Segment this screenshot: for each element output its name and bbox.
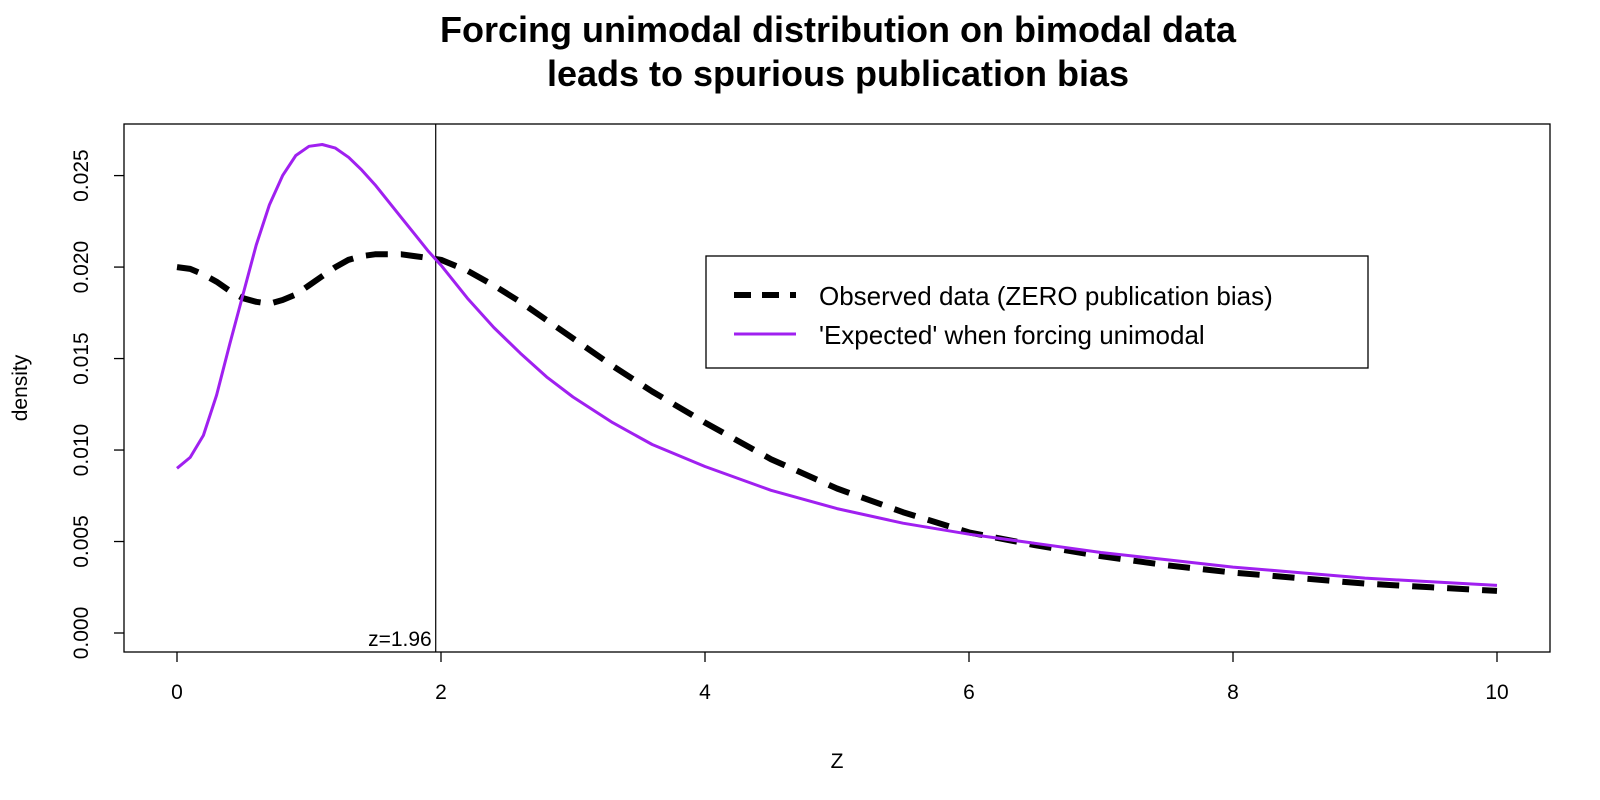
reference-line-label-0: z=1.96: [368, 628, 432, 651]
chart-title-line-1: Forcing unimodal distribution on bimodal…: [440, 9, 1237, 50]
x-axis-label: Z: [831, 750, 844, 773]
y-tick-label-2: 0.010: [70, 424, 93, 477]
y-axis-label: density: [9, 354, 32, 421]
legend-label-observed: Observed data (ZERO publication bias): [819, 281, 1273, 311]
annotation-layer: z=1.96: [368, 124, 437, 652]
x-tick-label-4: 8: [1227, 681, 1239, 704]
x-axis: 0 2 4 6 8 10: [171, 652, 1509, 704]
legend-box: [705, 255, 1369, 369]
x-tick-label-2: 4: [699, 681, 711, 704]
y-tick-label-1: 0.005: [70, 515, 93, 568]
y-tick-label-3: 0.015: [70, 332, 93, 385]
legend-label-expected: 'Expected' when forcing unimodal: [819, 320, 1205, 350]
x-tick-label-3: 6: [963, 681, 975, 704]
series-layer: [176, 143, 1498, 594]
y-tick-label-4: 0.020: [70, 241, 93, 294]
x-tick-label-0: 0: [171, 681, 183, 704]
plot-frame: [123, 123, 1551, 653]
y-axis: 0.000 0.005 0.010 0.015 0.020 0.025: [70, 149, 124, 659]
y-tick-label-0: 0.000: [70, 607, 93, 660]
series-line-0: [176, 251, 1498, 594]
legend: Observed data (ZERO publication bias) 'E…: [705, 255, 1369, 369]
chart-title-line-2: leads to spurious publication bias: [547, 53, 1129, 94]
series-line-1: [176, 143, 1498, 587]
y-tick-label-5: 0.025: [70, 149, 93, 202]
x-tick-label-5: 10: [1485, 681, 1508, 704]
x-tick-label-1: 2: [435, 681, 447, 704]
